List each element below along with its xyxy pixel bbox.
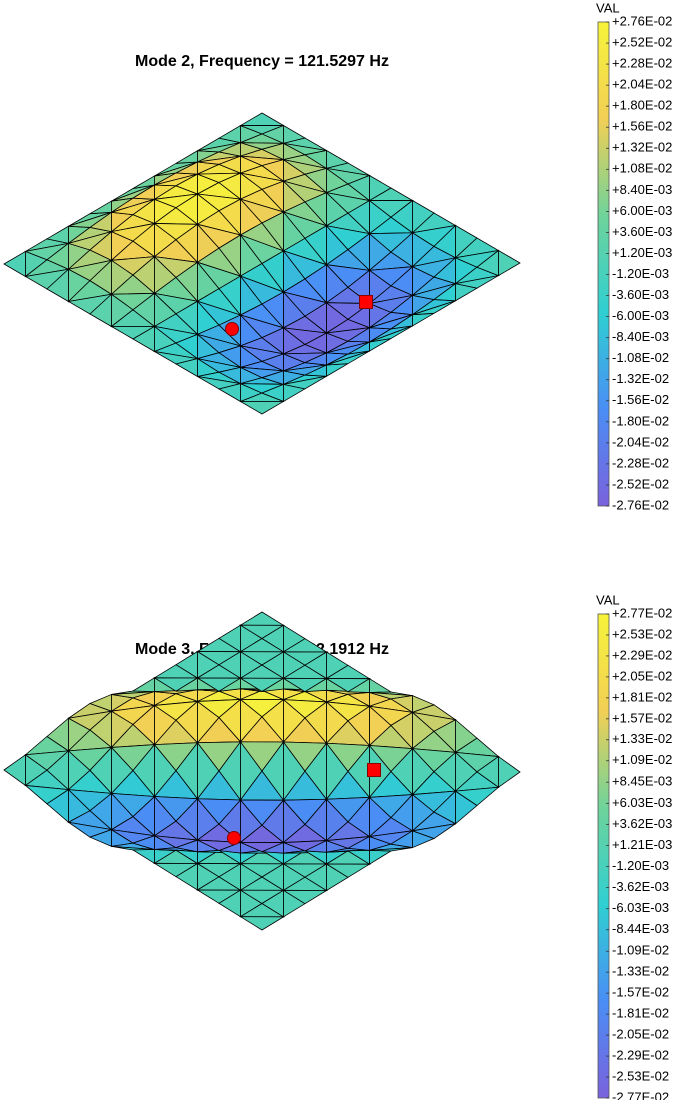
colorbar-tick-label: -1.57E-02 bbox=[612, 985, 669, 1000]
marker-circle bbox=[225, 322, 239, 336]
colorbar-tick-label: -2.52E-02 bbox=[612, 476, 669, 491]
marker-square bbox=[367, 763, 381, 777]
mesh-element bbox=[239, 112, 285, 126]
colorbar-tick-label: +6.03E-03 bbox=[612, 795, 672, 810]
mesh-element bbox=[326, 363, 349, 377]
colorbar-tick-label: -1.20E-03 bbox=[612, 858, 669, 873]
mesh-element bbox=[454, 786, 500, 807]
mesh-element bbox=[410, 823, 456, 839]
colorbar-tick-label: -1.09E-02 bbox=[612, 943, 669, 958]
colorbar-tick-label: +1.21E-03 bbox=[612, 837, 672, 852]
colorbar-tick-label: -1.08E-02 bbox=[612, 350, 669, 365]
colorbar bbox=[597, 21, 610, 507]
colorbar-tick-label: +3.62E-03 bbox=[612, 816, 672, 831]
colorbar-tick-label: -8.40E-03 bbox=[612, 329, 669, 344]
colorbar-tick-label: +2.29E-02 bbox=[612, 647, 672, 662]
marker-circle bbox=[227, 831, 241, 845]
colorbar-tick-label: +2.05E-02 bbox=[612, 668, 672, 683]
mesh-element bbox=[369, 849, 393, 865]
mesh-element bbox=[369, 325, 413, 343]
colorbar-tick-label: -1.80E-02 bbox=[612, 413, 669, 428]
mesh-element bbox=[325, 863, 371, 878]
mode-shape-mesh bbox=[3, 611, 521, 931]
mesh-element bbox=[369, 677, 393, 693]
colorbar-tick-label: +8.40E-03 bbox=[612, 182, 672, 197]
colorbar-tick-label: -1.20E-03 bbox=[612, 266, 669, 281]
colorbar-tick-label: -1.32E-02 bbox=[612, 371, 669, 386]
colorbar-tick-label: +2.04E-02 bbox=[612, 77, 672, 92]
chart-title: Mode 2, Frequency = 121.5297 Hz bbox=[135, 53, 389, 70]
mesh-element bbox=[3, 753, 26, 787]
colorbar-tick-label: -8.44E-03 bbox=[612, 921, 669, 936]
colorbar-tick-label: -6.00E-03 bbox=[612, 308, 669, 323]
mesh-element bbox=[498, 755, 521, 789]
colorbar-tick-label: -2.29E-02 bbox=[612, 1048, 669, 1063]
mesh-element bbox=[455, 275, 499, 289]
colorbar-tick-label: +3.60E-03 bbox=[612, 224, 672, 239]
mesh-element bbox=[3, 250, 26, 278]
colorbar-tick-label: -1.81E-02 bbox=[612, 1006, 669, 1021]
colorbar-tick-label: +1.33E-02 bbox=[612, 731, 672, 746]
colorbar-tick-label: -2.28E-02 bbox=[612, 455, 669, 470]
colorbar-tick-label: -1.33E-02 bbox=[612, 964, 669, 979]
colorbar-tick-label: -2.76E-02 bbox=[612, 497, 669, 512]
colorbar-tick-label: -1.56E-02 bbox=[612, 392, 669, 407]
mesh-element bbox=[175, 150, 198, 164]
colorbar bbox=[597, 613, 610, 1099]
mesh-element bbox=[498, 249, 521, 277]
colorbar-tick-label: +1.81E-02 bbox=[612, 689, 672, 704]
mode-shape-mesh bbox=[3, 112, 521, 415]
colorbar-label: VAL bbox=[596, 592, 620, 607]
colorbar-tick-label: +1.09E-02 bbox=[612, 752, 672, 767]
colorbar-tick-label: +1.32E-02 bbox=[612, 140, 672, 155]
colorbar-tick-label: +2.77E-02 bbox=[612, 605, 672, 620]
marker-square bbox=[359, 295, 373, 309]
colorbar-tick-label: -6.03E-03 bbox=[612, 900, 669, 915]
mesh-element bbox=[326, 350, 370, 366]
mesh-element bbox=[282, 889, 328, 905]
mesh-element bbox=[131, 849, 155, 865]
mesh-element bbox=[239, 611, 285, 626]
mesh-element bbox=[412, 312, 435, 327]
colorbar-tick-label: -3.62E-03 bbox=[612, 879, 669, 894]
mesh-element bbox=[131, 677, 155, 693]
colorbar-tick-label: +2.76E-02 bbox=[612, 13, 672, 28]
colorbar-tick-label: -2.77E-02 bbox=[612, 1089, 669, 1100]
colorbar-tick-label: +6.00E-03 bbox=[612, 203, 672, 218]
colorbar-tick-label: -3.60E-03 bbox=[612, 287, 669, 302]
mesh-element bbox=[412, 300, 456, 316]
mesh-element bbox=[89, 200, 112, 215]
colorbar-tick-label: +2.52E-02 bbox=[612, 34, 672, 49]
colorbar-tick-label: +1.56E-02 bbox=[612, 119, 672, 134]
mesh-element bbox=[239, 916, 285, 931]
colorbar-tick-label: +1.80E-02 bbox=[612, 98, 672, 113]
colorbar-tick-label: +1.20E-03 bbox=[612, 245, 672, 260]
mesh-element bbox=[283, 375, 327, 390]
colorbar-tick-label: -2.05E-02 bbox=[612, 1027, 669, 1042]
colorbar-tick-label: +8.45E-03 bbox=[612, 774, 672, 789]
colorbar-tick-label: +1.57E-02 bbox=[612, 710, 672, 725]
mesh-element bbox=[369, 847, 413, 852]
colorbar-tick-label: +2.28E-02 bbox=[612, 56, 672, 71]
colorbar-tick-label: +1.08E-02 bbox=[612, 161, 672, 176]
colorbar-label: VAL bbox=[596, 0, 620, 15]
mesh-element bbox=[239, 401, 285, 415]
colorbar-tick-label: -2.53E-02 bbox=[612, 1068, 669, 1083]
colorbar-tick-label: +2.53E-02 bbox=[612, 626, 672, 641]
colorbar-tick-label: -2.04E-02 bbox=[612, 434, 669, 449]
